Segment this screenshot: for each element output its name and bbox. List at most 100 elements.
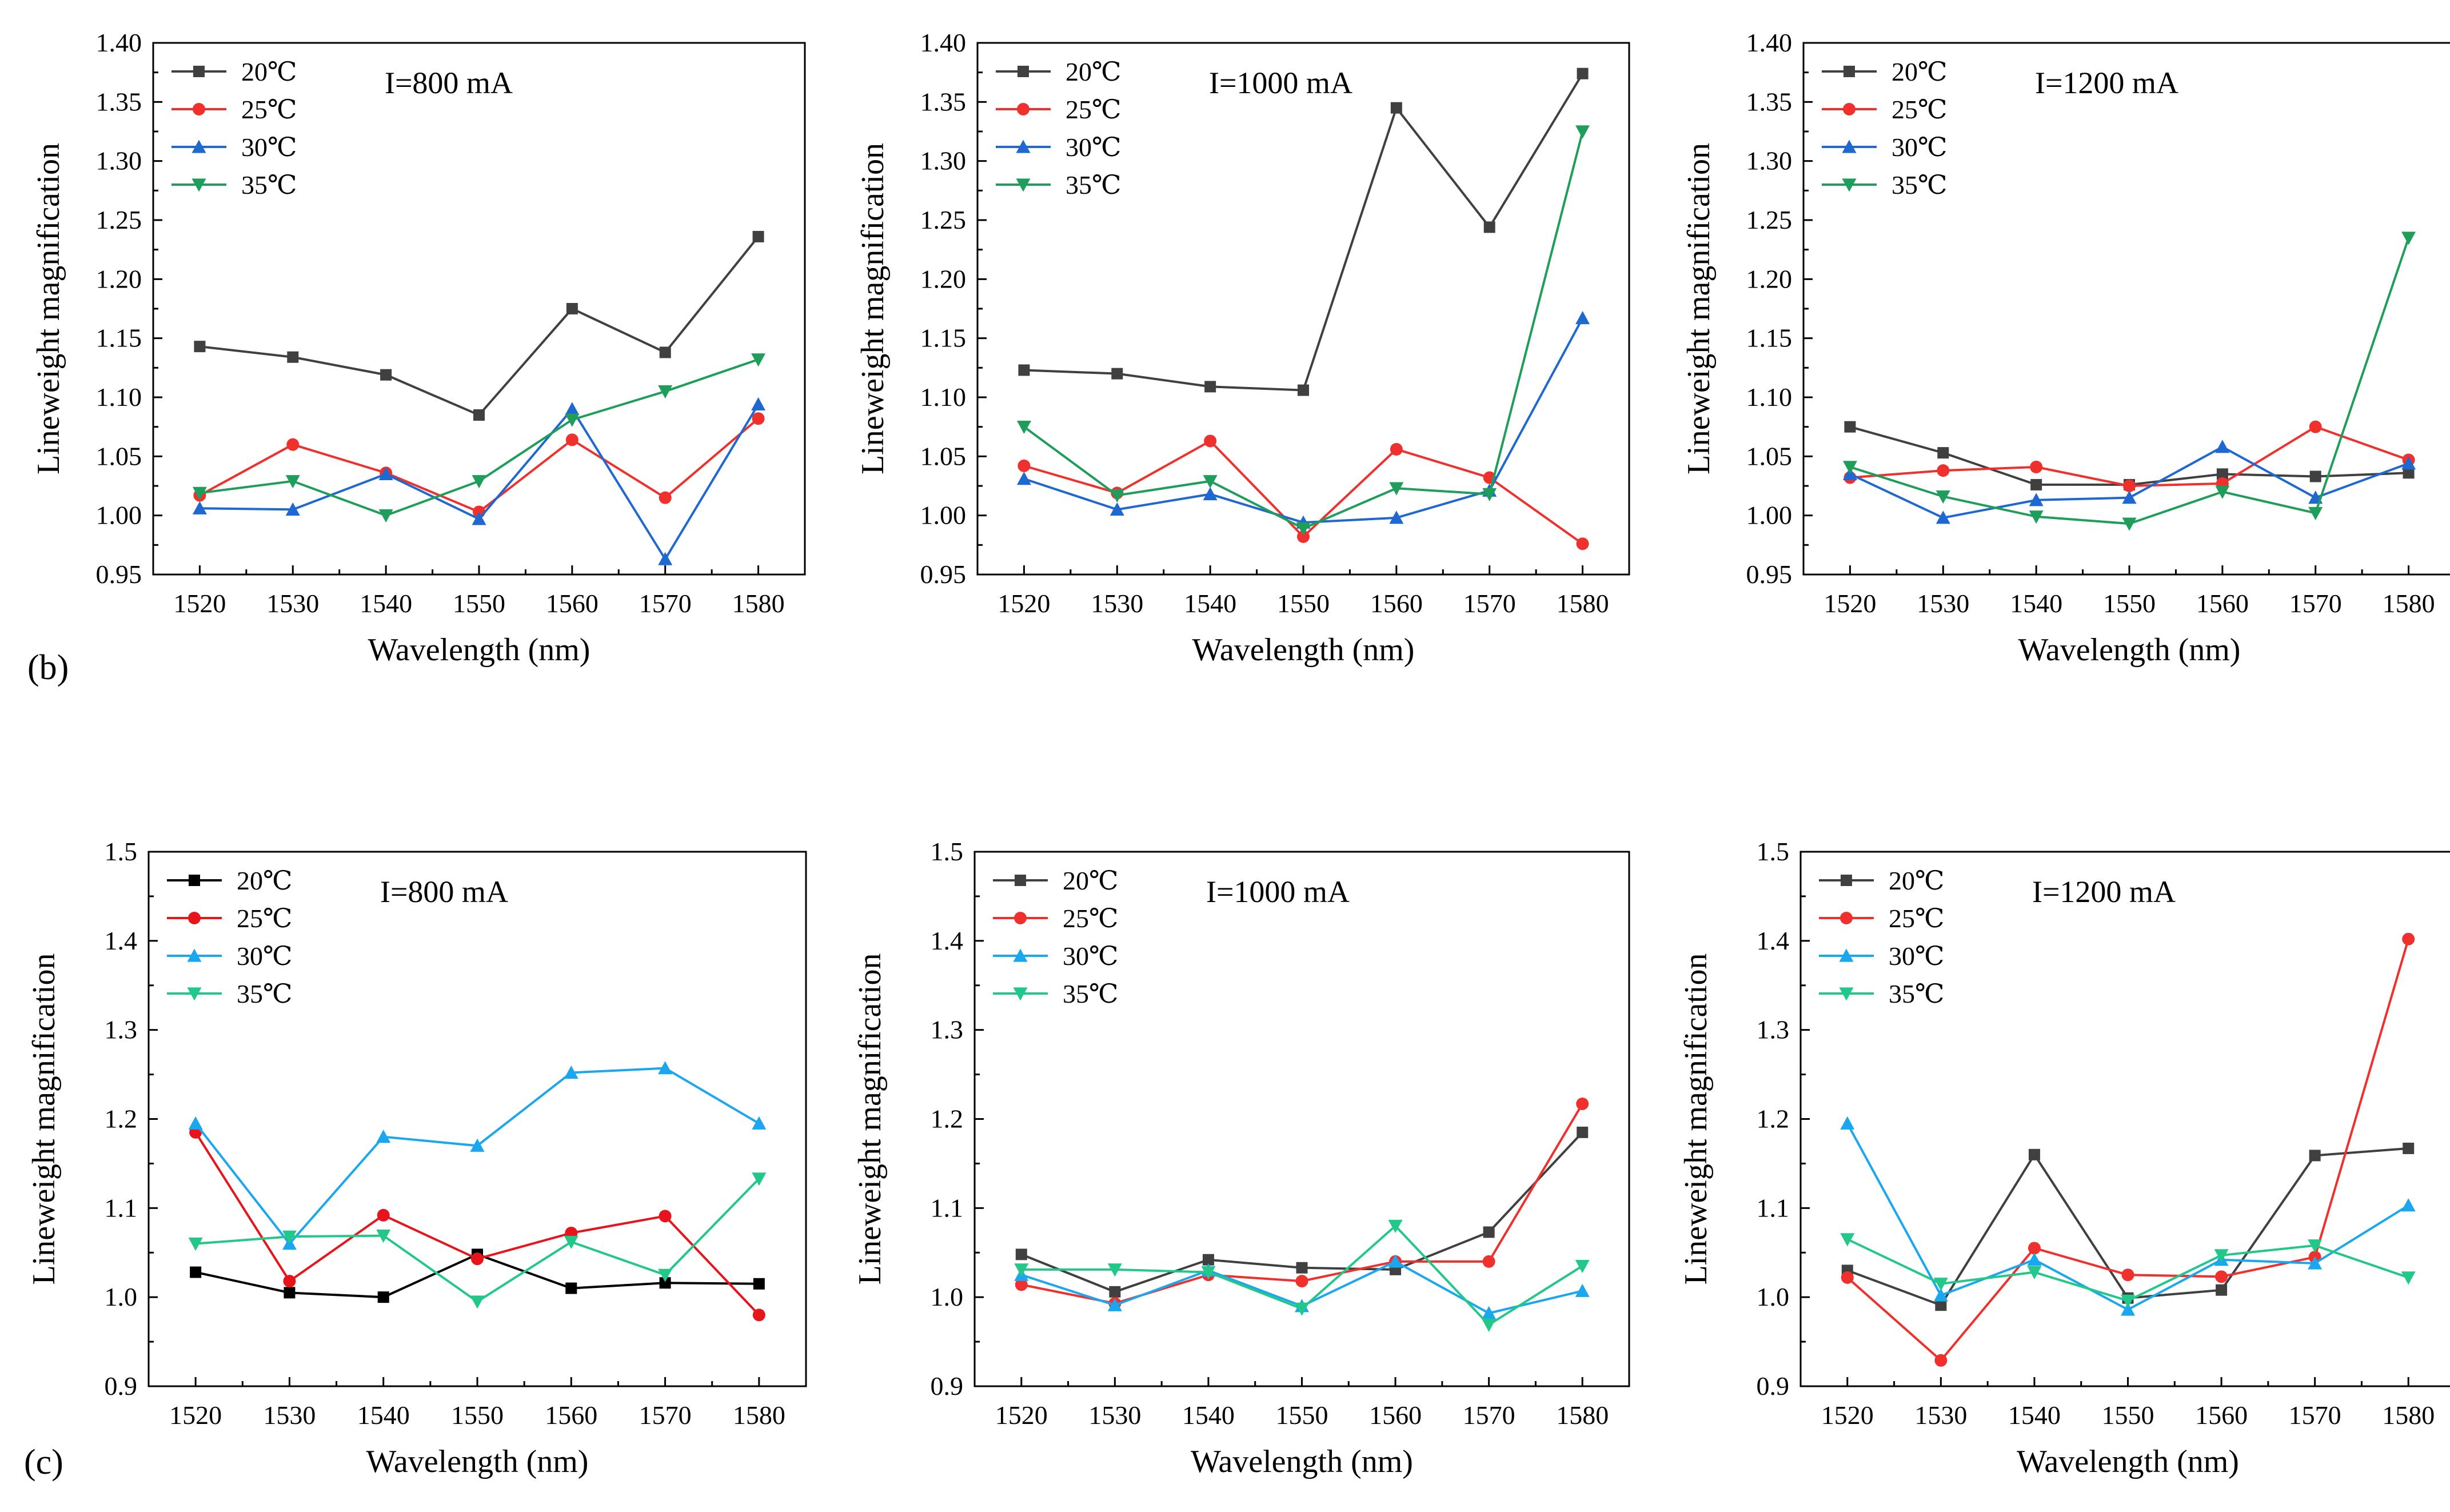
legend-label: 20℃ [237,866,292,895]
data-point [1388,1254,1403,1268]
data-point [282,1230,297,1244]
x-tick-label: 1570 [2289,1401,2341,1430]
x-tick-label: 1580 [732,589,785,618]
series-3 [192,397,766,565]
y-tick-label: 1.40 [1746,28,1793,57]
series-2 [1844,420,2415,492]
x-tick-label: 1560 [1369,1401,1422,1430]
data-point [1389,510,1404,524]
data-point [1389,482,1404,496]
y-tick-label: 1.05 [96,441,142,470]
series-1 [1015,1126,1589,1298]
legend-label: 25℃ [1066,95,1121,124]
x-tick-label: 1570 [1463,589,1516,618]
data-point [192,501,207,514]
data-point [1844,421,1856,433]
legend-marker [191,178,206,192]
data-point [1107,1298,1122,1311]
chart-panel-c-1200: 1520 1530 1540 1550 1560 1570 1580 0.9 1.0 1.1 1.2… [1678,837,2450,1479]
x-tick-label: 1560 [545,1401,597,1430]
data-point [1933,1278,1948,1291]
data-point [2401,232,2416,245]
data-point [658,1268,673,1282]
y-tick-label: 1.00 [920,501,967,530]
x-tick-label: 1530 [1914,1401,1967,1430]
data-point [1015,1248,1027,1260]
data-point [192,486,207,500]
series-line [1849,425,2409,486]
legend-label: 20℃ [241,57,297,86]
y-tick-label: 1.15 [1746,324,1793,353]
x-tick-label: 1580 [2383,589,2435,618]
data-point [1016,472,1031,485]
data-point [377,1208,390,1222]
y-tick-label: 1.35 [96,87,142,116]
legend-label: 20℃ [1063,866,1118,895]
data-point [470,1138,485,1152]
y-tick-label: 1.40 [96,28,142,57]
y-tick-label: 1.30 [920,146,967,175]
data-point [2214,1249,2229,1263]
data-point [2215,485,2230,499]
y-tick-label: 1.3 [105,1015,138,1044]
data-point [658,385,673,399]
x-tick-label: 1530 [1917,589,1969,618]
y-tick-label: 1.4 [105,926,138,955]
x-tick-label: 1560 [1370,589,1423,618]
y-tick-label: 0.9 [1757,1371,1790,1401]
data-point [659,1277,671,1289]
data-point [1482,1306,1497,1319]
row-label-b: (b) [27,648,69,687]
x-tick-label: 1570 [2289,589,2342,618]
data-point [1202,1254,1214,1266]
data-point [2030,478,2042,490]
y-tick-label: 1.10 [1746,382,1793,412]
legend-label: 20℃ [1066,57,1121,86]
y-tick-label: 1.1 [105,1193,138,1222]
data-point [2123,480,2136,492]
data-point [1934,1354,1948,1367]
series-4 [1840,1233,2416,1308]
data-point [1842,461,1857,474]
y-tick-label: 1.2 [931,1104,964,1134]
x-axis-title: Wavelength (nm) [1192,632,1415,668]
data-point [2121,1294,2135,1308]
legend-label: 30℃ [1892,133,1947,162]
data-point [752,1116,767,1130]
y-tick-label: 1.4 [931,926,964,955]
data-point [377,1291,389,1303]
data-point [659,491,672,504]
legend-marker [191,139,206,153]
data-point [1297,530,1310,543]
y-tick-label: 1.4 [1757,926,1790,955]
data-point [1390,442,1403,456]
data-point [190,1266,202,1278]
x-tick-label: 1550 [2102,1401,2154,1430]
x-tick-label: 1550 [1277,589,1330,618]
y-tick-label: 1.15 [96,324,142,353]
x-tick-label: 1540 [1184,589,1236,618]
data-point [2122,517,2137,531]
data-point [2029,493,2044,506]
legend-label: 35℃ [241,170,297,200]
x-axis-title: Wavelength (nm) [2017,1444,2239,1479]
y-tick-label: 1.20 [1746,264,1793,293]
x-tick-label: 1530 [1091,589,1143,618]
x-axis-title: Wavelength (nm) [366,1444,589,1479]
data-point [752,412,765,425]
data-point [376,1230,391,1243]
data-point [1018,364,1030,376]
series-4 [1016,125,1590,536]
y-tick-label: 1.10 [920,382,967,412]
series-line [194,1067,760,1246]
data-point [472,512,486,525]
x-tick-label: 1520 [173,589,226,618]
y-tick-label: 1.0 [105,1282,138,1311]
x-tick-label: 1550 [2103,589,2156,618]
y-tick-label: 1.20 [920,264,967,293]
x-tick-label: 1570 [639,1401,692,1430]
data-point [566,303,578,314]
legend-marker [1013,987,1028,1001]
y-tick-label: 0.9 [105,1371,138,1401]
